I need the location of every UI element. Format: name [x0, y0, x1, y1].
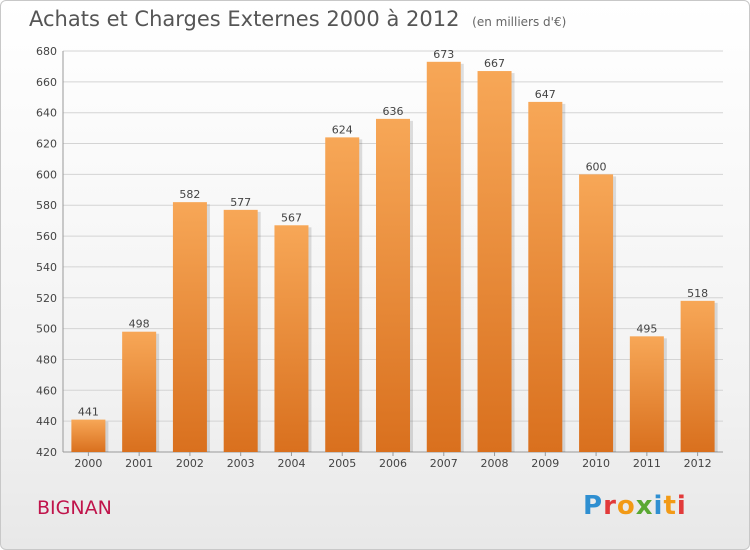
value-label: 647: [535, 88, 556, 101]
y-tick-label: 680: [36, 45, 57, 58]
x-tick-label: 2008: [481, 457, 509, 470]
value-label: 567: [281, 211, 302, 224]
logo-letter: t: [663, 491, 677, 521]
y-tick-label: 580: [36, 199, 57, 212]
bar-2011: [629, 336, 664, 452]
bar-2005: [325, 137, 360, 452]
y-tick-label: 440: [36, 415, 57, 428]
x-tick-label: 2003: [227, 457, 255, 470]
y-tick-label: 600: [36, 168, 57, 181]
logo-letter: r: [603, 491, 617, 521]
bar-2012: [680, 300, 715, 452]
bar-2007: [426, 61, 461, 453]
logo-letter: P: [583, 491, 604, 521]
x-tick-label: 2009: [531, 457, 559, 470]
y-tick-label: 420: [36, 446, 57, 459]
logo-letter: i: [653, 491, 664, 521]
bar-2004: [274, 225, 309, 452]
x-tick-label: 2005: [328, 457, 356, 470]
y-tick-label: 640: [36, 107, 57, 120]
value-label: 441: [78, 406, 99, 419]
value-label: 582: [179, 188, 200, 201]
x-tick-label: 2004: [277, 457, 305, 470]
y-tick-label: 480: [36, 353, 57, 366]
value-label: 600: [586, 160, 607, 173]
commune-name: BIGNAN: [37, 497, 112, 519]
bar-2003: [223, 209, 258, 452]
proxiti-logo: Proxiti: [583, 491, 687, 521]
logo-letter: i: [676, 491, 687, 521]
x-tick-label: 2001: [125, 457, 153, 470]
value-label: 673: [433, 48, 454, 61]
bar-2008: [477, 71, 512, 453]
x-tick-label: 2006: [379, 457, 407, 470]
chart-title: Achats et Charges Externes 2000 à 2012: [29, 7, 460, 31]
y-tick-label: 500: [36, 323, 57, 336]
bar-2002: [172, 202, 207, 452]
x-tick-label: 2012: [684, 457, 712, 470]
bar-2000: [71, 419, 106, 452]
value-label: 498: [129, 318, 150, 331]
x-tick-label: 2002: [176, 457, 204, 470]
value-label: 636: [383, 105, 404, 118]
bar-2009: [528, 101, 563, 453]
bar-2006: [376, 118, 410, 452]
value-label: 495: [636, 322, 657, 335]
value-label: 518: [687, 287, 708, 300]
y-tick-label: 560: [36, 230, 57, 243]
value-label: 577: [230, 196, 251, 209]
x-tick-label: 2010: [582, 457, 610, 470]
x-tick-label: 2000: [74, 457, 102, 470]
value-label: 667: [484, 57, 505, 70]
y-tick-label: 660: [36, 76, 57, 89]
value-label: 624: [332, 123, 353, 136]
logo-letter: x: [635, 491, 654, 521]
x-tick-label: 2007: [430, 457, 458, 470]
y-tick-label: 620: [36, 138, 57, 151]
y-tick-label: 540: [36, 261, 57, 274]
y-tick-label: 520: [36, 292, 57, 305]
bar-2010: [579, 174, 614, 452]
chart-title-row: Achats et Charges Externes 2000 à 2012 (…: [29, 7, 566, 31]
x-tick-label: 2011: [633, 457, 661, 470]
y-tick-label: 460: [36, 384, 57, 397]
chart-subtitle: (en milliers d'€): [472, 15, 567, 29]
logo-letter: o: [616, 491, 636, 521]
bar-2001: [122, 331, 157, 452]
